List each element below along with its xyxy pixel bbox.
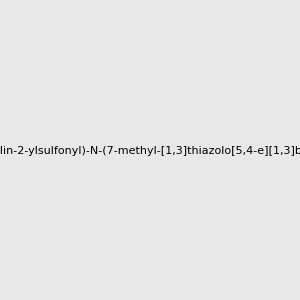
Text: 4-(3,4-dihydro-1H-isoquinolin-2-ylsulfonyl)-N-(7-methyl-[1,3]thiazolo[5,4-e][1,3: 4-(3,4-dihydro-1H-isoquinolin-2-ylsulfon… (0, 146, 300, 157)
